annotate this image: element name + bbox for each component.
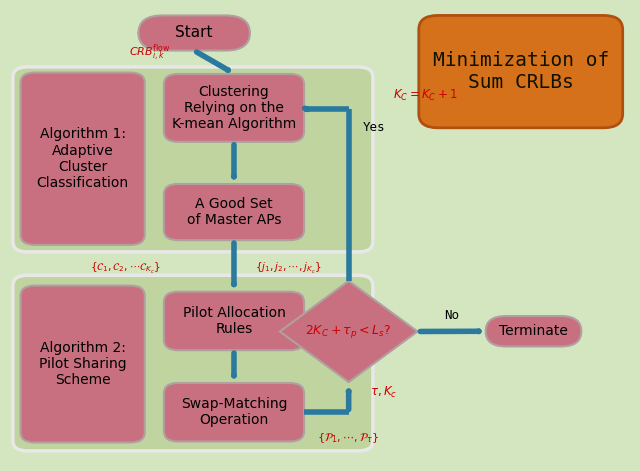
Text: Terminate: Terminate xyxy=(499,324,568,338)
FancyBboxPatch shape xyxy=(138,16,250,50)
Text: $K_C=K_C+1$: $K_C=K_C+1$ xyxy=(394,88,458,103)
Text: $\{j_1,j_2,\cdots,j_{K_{c}}\}$: $\{j_1,j_2,\cdots,j_{K_{c}}\}$ xyxy=(255,261,321,276)
Text: $\tau,K_{c}$: $\tau,K_{c}$ xyxy=(370,385,397,400)
FancyBboxPatch shape xyxy=(13,275,373,451)
Text: Algorithm 1:
Adaptive
Cluster
Classification: Algorithm 1: Adaptive Cluster Classifica… xyxy=(36,128,129,190)
FancyBboxPatch shape xyxy=(164,383,304,441)
FancyBboxPatch shape xyxy=(419,16,623,128)
FancyBboxPatch shape xyxy=(13,67,373,252)
Text: $\{\mathcal{C}_1,\mathcal{C}_2,\cdots\mathcal{C}_{K_c}\}$: $\{\mathcal{C}_1,\mathcal{C}_2,\cdots\ma… xyxy=(90,261,161,276)
FancyBboxPatch shape xyxy=(164,184,304,240)
FancyBboxPatch shape xyxy=(164,74,304,142)
Polygon shape xyxy=(280,281,417,382)
FancyBboxPatch shape xyxy=(20,285,145,442)
FancyBboxPatch shape xyxy=(486,316,581,347)
Text: No: No xyxy=(444,309,459,322)
Text: Swap-Matching
Operation: Swap-Matching Operation xyxy=(180,397,287,427)
Text: Algorithm 2:
Pilot Sharing
Scheme: Algorithm 2: Pilot Sharing Scheme xyxy=(39,341,127,387)
Text: $CRB_{i,k}^{\rm flow}$: $CRB_{i,k}^{\rm flow}$ xyxy=(129,42,170,63)
Text: Minimization of
Sum CRLBs: Minimization of Sum CRLBs xyxy=(433,51,609,92)
Text: Clustering
Relying on the
K-mean Algorithm: Clustering Relying on the K-mean Algorit… xyxy=(172,85,296,131)
Text: $\{\mathcal{P}_1,\cdots,\mathcal{P}_\tau\}$: $\{\mathcal{P}_1,\cdots,\mathcal{P}_\tau… xyxy=(317,431,380,445)
Text: Start: Start xyxy=(175,25,213,41)
Text: $2K_C+\tau_p < L_s?$: $2K_C+\tau_p < L_s?$ xyxy=(305,323,392,340)
Text: A Good Set
of Master APs: A Good Set of Master APs xyxy=(187,197,281,227)
Text: Yes: Yes xyxy=(363,122,385,134)
FancyBboxPatch shape xyxy=(20,73,145,245)
FancyBboxPatch shape xyxy=(164,292,304,350)
Text: Pilot Allocation
Rules: Pilot Allocation Rules xyxy=(182,306,285,336)
